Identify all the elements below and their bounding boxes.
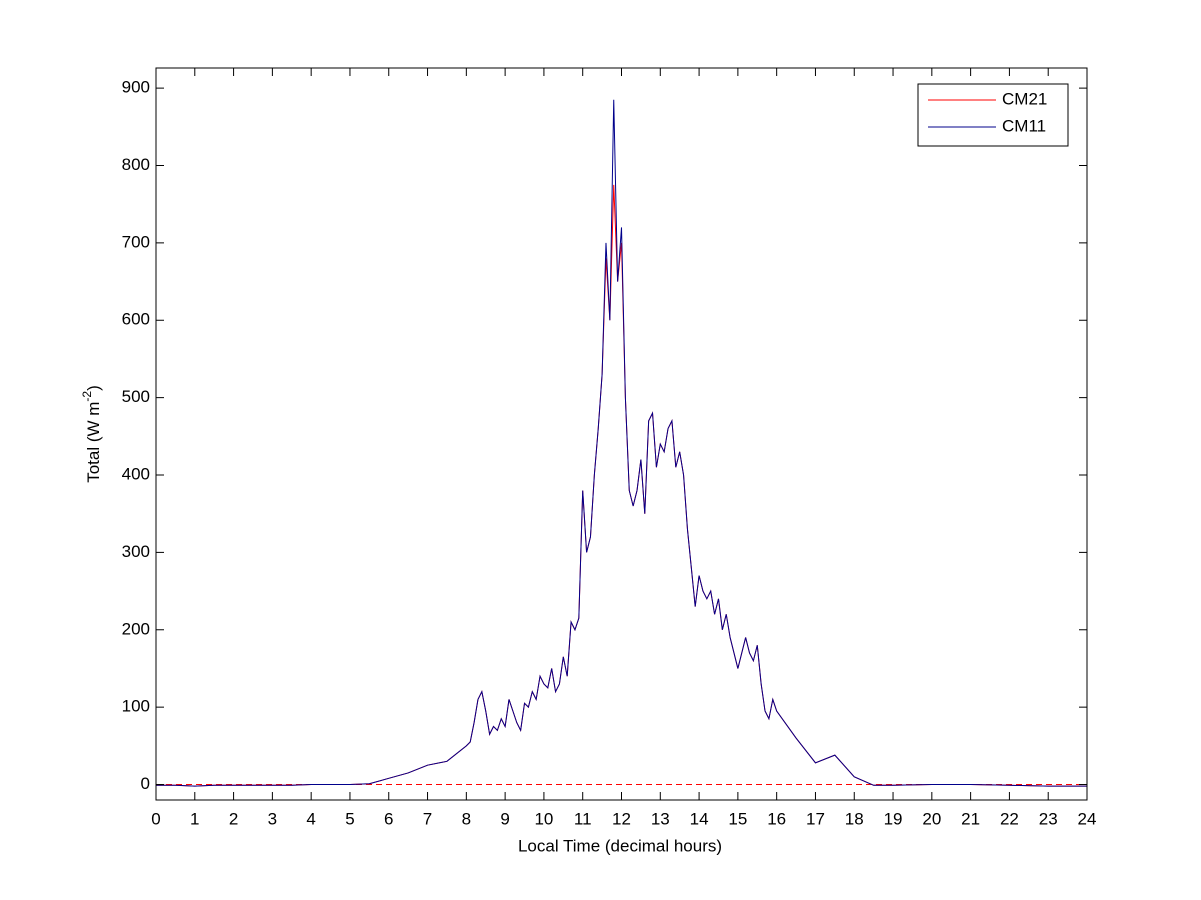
x-tick-label: 3 — [268, 809, 277, 828]
x-tick-label: 14 — [690, 809, 709, 828]
x-tick-label: 7 — [423, 809, 432, 828]
x-tick-label: 4 — [306, 809, 315, 828]
x-tick-label: 22 — [1000, 809, 1019, 828]
x-tick-label: 23 — [1039, 809, 1058, 828]
series-line — [156, 99, 1087, 787]
y-label-sup: -2 — [80, 391, 94, 402]
legend: CM21 CM11 — [917, 83, 1069, 147]
x-tick-label: 24 — [1078, 809, 1097, 828]
x-tick-label: 1 — [190, 809, 199, 828]
x-tick-label: 5 — [345, 809, 354, 828]
x-tick-label: 16 — [767, 809, 786, 828]
y-tick-label: 300 — [122, 542, 150, 561]
x-tick-label: 0 — [151, 809, 160, 828]
x-tick-label: 15 — [728, 809, 747, 828]
x-tick-label: 17 — [806, 809, 825, 828]
x-tick-label: 13 — [651, 809, 670, 828]
y-tick-label: 500 — [122, 387, 150, 406]
y-tick-label: 0 — [141, 774, 150, 793]
x-tick-label: 10 — [534, 809, 553, 828]
x-axis-label: Local Time (decimal hours) — [518, 836, 722, 855]
legend-label: CM11 — [1002, 116, 1046, 135]
x-tick-label: 8 — [462, 809, 471, 828]
y-tick-label: 400 — [122, 464, 150, 483]
x-tick-label: 21 — [961, 809, 980, 828]
y-tick-label: 100 — [122, 697, 150, 716]
y-tick-label: 600 — [122, 310, 150, 329]
x-tick-label: 18 — [845, 809, 864, 828]
x-tick-label: 6 — [384, 809, 393, 828]
legend-label: CM21 — [1002, 89, 1047, 108]
x-tick-label: 20 — [922, 809, 941, 828]
y-tick-label: 700 — [122, 232, 150, 251]
legend-box — [917, 83, 1069, 147]
x-tick-label: 12 — [612, 809, 631, 828]
x-tick-label: 9 — [500, 809, 509, 828]
y-label-main: Total (W m — [84, 402, 103, 483]
y-axis-label: Total (W m-2) — [80, 385, 103, 483]
y-tick-label: 200 — [122, 619, 150, 638]
x-tick-label: 11 — [574, 809, 592, 828]
x-tick-label: 2 — [229, 809, 238, 828]
x-tick-label: 19 — [884, 809, 903, 828]
y-tick-label: 800 — [122, 155, 150, 174]
y-label-end: ) — [84, 385, 103, 391]
y-tick-label: 900 — [122, 78, 150, 97]
